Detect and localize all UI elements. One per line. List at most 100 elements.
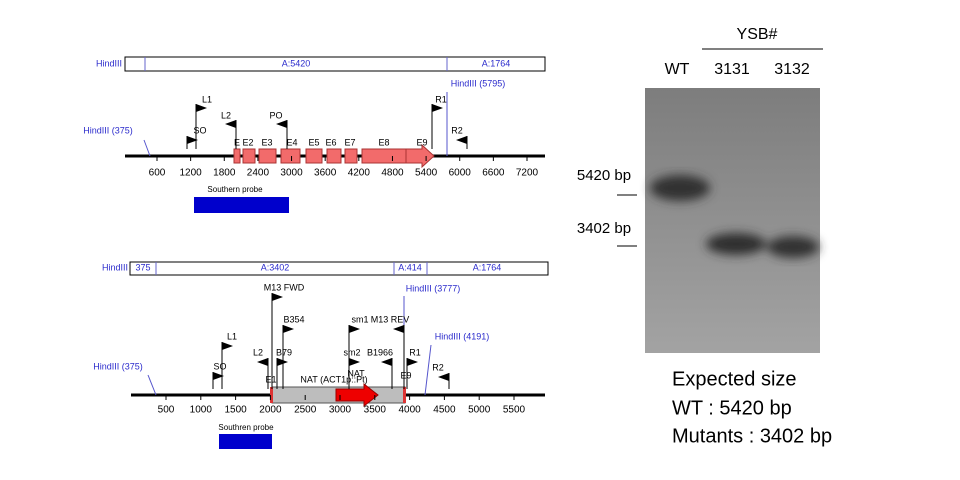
primer-flag xyxy=(393,325,404,333)
tick-label: 4000 xyxy=(398,405,421,416)
nat-arrow xyxy=(335,382,379,408)
tick-label: 1000 xyxy=(190,405,213,416)
bands xyxy=(650,175,819,258)
primer-flag xyxy=(438,373,449,381)
label: SO xyxy=(213,361,226,371)
label: A:5420 xyxy=(282,58,311,68)
tick-label: 2000 xyxy=(259,405,282,416)
exon xyxy=(270,387,273,403)
primer-flag xyxy=(277,358,288,366)
label: R1 xyxy=(409,347,421,357)
tick-label: 600 xyxy=(149,168,166,179)
label: NAT (ACT1p::Pt) xyxy=(300,374,367,384)
label: HindIII (4191) xyxy=(435,331,490,341)
primer-flag xyxy=(222,342,233,350)
label: SO xyxy=(193,125,206,135)
label: B1966 xyxy=(367,347,393,357)
tick-label: 500 xyxy=(158,405,175,416)
primer-flag xyxy=(381,358,392,366)
tick-label: 1200 xyxy=(180,168,203,179)
label: M13 REV xyxy=(371,314,410,324)
lane-label: 3132 xyxy=(774,61,810,78)
label: HindIII (375) xyxy=(93,361,143,371)
tick-label: 5500 xyxy=(503,405,526,416)
tick-label: 2500 xyxy=(294,405,317,416)
primer-flag xyxy=(407,358,418,366)
label: E5 xyxy=(308,137,319,147)
label: R2 xyxy=(451,125,463,135)
label: HindIII (5795) xyxy=(451,78,506,88)
label: E9 xyxy=(416,137,427,147)
tick-label: 3000 xyxy=(329,405,352,416)
primer-flag xyxy=(272,293,283,301)
site-line xyxy=(143,139,151,157)
gel xyxy=(645,88,820,353)
marker-label: 5420 bp xyxy=(577,167,631,184)
tick-label: 6600 xyxy=(482,168,505,179)
label: sm2 xyxy=(343,347,360,357)
label: E9 xyxy=(400,370,411,380)
label: E4 xyxy=(286,137,297,147)
lane-label: 3131 xyxy=(714,61,750,78)
label: B79 xyxy=(276,347,292,357)
tick-label: 4200 xyxy=(348,168,371,179)
tick-label: 4800 xyxy=(381,168,404,179)
primer-flag xyxy=(196,104,207,112)
label: E xyxy=(234,137,240,147)
label: HindIII (3777) xyxy=(406,283,461,293)
label: R1 xyxy=(435,94,447,104)
tick-label: 3500 xyxy=(364,405,387,416)
primer-flag xyxy=(225,120,236,128)
restriction-bar xyxy=(124,56,546,72)
label: R2 xyxy=(432,362,444,372)
label: sm1 xyxy=(351,314,368,324)
label: E2 xyxy=(242,137,253,147)
group-label: YSB# xyxy=(737,26,778,43)
caption: Mutants : 3402 bp xyxy=(672,425,832,447)
label: A:1764 xyxy=(482,58,511,68)
site-line xyxy=(424,344,432,396)
lane-label: WT xyxy=(665,61,690,78)
tick-label: 5400 xyxy=(415,168,438,179)
label: A:414 xyxy=(398,262,422,272)
label: E6 xyxy=(325,137,336,147)
tick-label: 1500 xyxy=(224,405,247,416)
label: 375 xyxy=(135,262,150,272)
primer-flag xyxy=(213,372,224,380)
primer-flag xyxy=(432,104,443,112)
exons xyxy=(233,143,435,169)
label: E8 xyxy=(378,137,389,147)
tick-label: 6000 xyxy=(449,168,472,179)
primer-flag xyxy=(187,136,198,144)
tick-label: 1800 xyxy=(213,168,236,179)
primer-flag xyxy=(349,358,360,366)
label: A:1764 xyxy=(473,262,502,272)
tick-label: 4500 xyxy=(433,405,456,416)
label: E1 xyxy=(265,374,276,384)
tick-label: 5000 xyxy=(468,405,491,416)
probe-bar xyxy=(219,434,272,449)
label: PO xyxy=(269,110,282,120)
label: NAT xyxy=(347,368,365,378)
label: Southren probe xyxy=(218,423,274,432)
site-line xyxy=(147,374,157,396)
caption: WT : 5420 bp xyxy=(672,397,792,419)
tick-label: 3000 xyxy=(280,168,303,179)
label: L1 xyxy=(202,94,212,104)
caption: Expected size xyxy=(672,368,797,390)
restriction-bar xyxy=(129,261,549,276)
label: L1 xyxy=(227,331,237,341)
primer-flag xyxy=(283,325,294,333)
label: HindIII xyxy=(96,58,122,68)
label: M13 FWD xyxy=(264,282,305,292)
marker-label: 3402 bp xyxy=(577,220,631,237)
primer-flag xyxy=(349,325,360,333)
label: A:3402 xyxy=(261,262,290,272)
label: HindIII (375) xyxy=(83,125,133,135)
label: E7 xyxy=(344,137,355,147)
tick-label: 2400 xyxy=(247,168,270,179)
primer-flag xyxy=(456,136,467,144)
label: E3 xyxy=(261,137,272,147)
